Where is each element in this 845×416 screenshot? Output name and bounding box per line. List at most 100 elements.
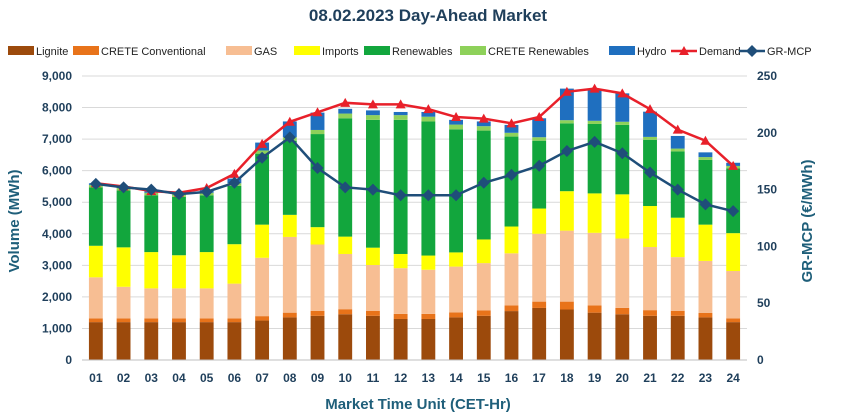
bar-crete-renewables: [643, 136, 657, 140]
point-gr-mcp: [311, 162, 324, 175]
point-demand: [478, 113, 489, 123]
y-tick-label: 3,000: [42, 258, 72, 272]
bar-imports: [670, 217, 685, 258]
bar-lignite: [559, 309, 574, 360]
bar-lignite: [366, 315, 380, 360]
bar-gas: [310, 244, 325, 311]
point-demand: [395, 99, 406, 109]
bar-gas: [255, 257, 270, 317]
bar-crete-conventional: [421, 313, 436, 319]
point-demand: [561, 86, 572, 96]
bar-imports: [282, 214, 297, 237]
bar-gas: [282, 236, 297, 313]
x-tick-label: 03: [145, 371, 159, 385]
point-gr-mcp: [172, 188, 185, 201]
bar-renewables: [172, 196, 186, 256]
legend-label: Imports: [322, 46, 359, 58]
bar-crete-conventional: [670, 310, 685, 316]
bar-crete-conventional: [587, 305, 602, 313]
bar-crete-renewables: [421, 116, 436, 122]
bar-imports: [559, 191, 574, 231]
x-tick-label: 10: [339, 371, 353, 385]
x-tick-label: 04: [172, 371, 186, 385]
point-gr-mcp: [616, 147, 629, 160]
point-demand: [423, 104, 434, 114]
legend-swatch: [226, 46, 252, 55]
x-tick-label: 22: [671, 371, 685, 385]
bar-crete-conventional: [393, 313, 408, 319]
bar-renewables: [587, 123, 602, 194]
bar-renewables: [338, 118, 353, 237]
bar-renewables: [726, 168, 741, 234]
bar-gas: [88, 277, 103, 319]
point-gr-mcp: [699, 198, 712, 211]
y-tick-label: 5,000: [42, 195, 72, 209]
bar-imports: [504, 226, 519, 254]
bar-imports: [476, 239, 491, 264]
chart-title: 08.02.2023 Day-Ahead Market: [309, 6, 547, 25]
bar-renewables: [393, 119, 408, 254]
legend-swatch: [8, 46, 34, 55]
bar-hydro: [504, 124, 519, 133]
bar-imports: [698, 224, 713, 261]
point-demand: [534, 112, 545, 122]
bar-gas: [449, 266, 463, 313]
bar-imports: [643, 206, 657, 248]
y-tick-label: 8,000: [42, 101, 72, 115]
bar-renewables: [144, 195, 159, 253]
bar-gas: [476, 263, 491, 311]
legend-label: CRETE Conventional: [101, 46, 206, 58]
point-gr-mcp: [505, 168, 518, 181]
bar-imports: [144, 252, 159, 289]
bar-imports: [199, 252, 214, 289]
point-gr-mcp: [644, 166, 657, 179]
legend-swatch: [609, 46, 635, 55]
y2-tick-label: 100: [757, 239, 777, 253]
bar-lignite: [144, 322, 159, 360]
bar-gas: [366, 265, 380, 311]
line-gr-mcp: [95, 135, 734, 213]
x-tick-label: 09: [311, 371, 325, 385]
bar-lignite: [670, 315, 685, 360]
bar-crete-conventional: [88, 318, 103, 323]
line-demand: [95, 87, 734, 195]
bar-gas: [670, 257, 685, 311]
bar-crete-conventional: [449, 312, 463, 318]
bar-crete-renewables: [698, 157, 713, 160]
point-gr-mcp: [588, 135, 601, 148]
point-demand: [312, 107, 323, 117]
y2-tick-label: 250: [757, 69, 777, 83]
bar-gas: [643, 247, 657, 311]
bar-gas: [144, 288, 159, 319]
bar-imports: [421, 255, 436, 270]
bar-renewables: [615, 124, 630, 195]
y-tick-label: 6,000: [42, 164, 72, 178]
bar-crete-conventional: [504, 305, 519, 312]
x-tick-label: 02: [117, 371, 131, 385]
bar-lignite: [476, 315, 491, 360]
bar-gas: [587, 232, 602, 306]
x-tick-label: 23: [699, 371, 713, 385]
bar-crete-renewables: [615, 121, 630, 125]
point-gr-mcp: [339, 181, 352, 194]
bar-crete-renewables: [587, 120, 602, 124]
bar-crete-conventional: [532, 301, 547, 308]
bar-lignite: [199, 322, 214, 360]
point-gr-mcp: [394, 189, 407, 202]
legend-label: CRETE Renewables: [488, 46, 589, 58]
bar-hydro: [338, 108, 353, 114]
bar-imports: [587, 193, 602, 233]
bar-renewables: [255, 153, 270, 225]
bar-imports: [88, 245, 103, 278]
legend-marker: [679, 46, 689, 55]
axes: 0 1,000 2,000 3,000 4,000 5,000 6,000 7,000 8,00…: [42, 69, 777, 385]
bar-hydro: [476, 121, 491, 127]
bar-imports: [532, 208, 547, 234]
bar-renewables: [227, 185, 242, 245]
y-tick-label: 0: [65, 353, 72, 367]
x-axis-label: Market Time Unit (CET-Hr): [325, 396, 511, 413]
bar-crete-renewables: [476, 126, 491, 131]
bar-renewables: [116, 190, 131, 248]
bar-crete-conventional: [144, 318, 159, 323]
